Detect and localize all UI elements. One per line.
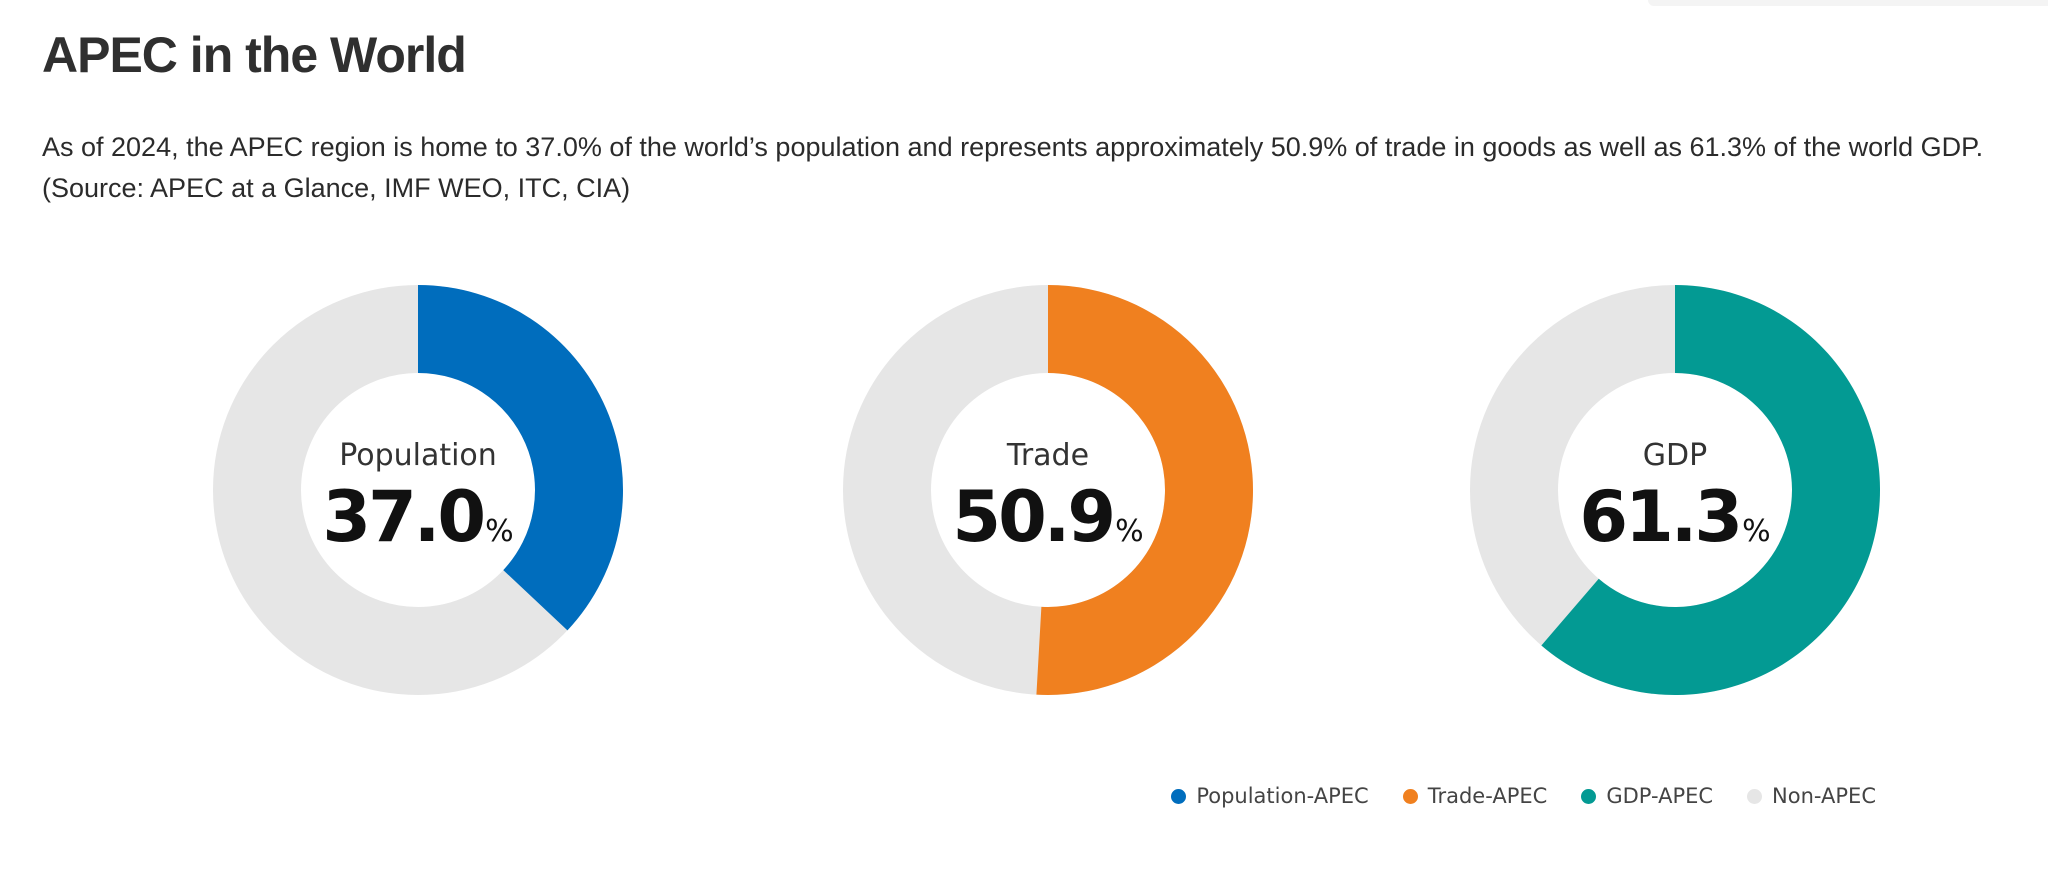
intro-line-2: (Source: APEC at a Glance, IMF WEO, ITC,… xyxy=(42,173,631,203)
legend-label-population-apec: Population-APEC xyxy=(1196,784,1369,808)
donut-population-label: Population xyxy=(339,438,497,473)
donut-population-value: 37.0% xyxy=(208,476,628,558)
donut-trade-value: 50.9% xyxy=(838,476,1258,558)
donut-trade-value-unit: % xyxy=(1115,514,1144,549)
donut-population-svg xyxy=(213,285,623,695)
legend-item-population-apec: Population-APEC xyxy=(1171,784,1369,808)
donut-gdp-svg xyxy=(1470,285,1880,695)
donut-population-value-number: 37.0 xyxy=(322,476,486,558)
donut-trade-svg xyxy=(843,285,1253,695)
legend-swatch-gdp-apec xyxy=(1581,788,1597,804)
intro-line-1: As of 2024, the APEC region is home to 3… xyxy=(42,132,1984,162)
donut-trade-label: Trade xyxy=(1006,438,1090,473)
donut-gdp-value-number: 61.3 xyxy=(1579,476,1743,558)
donut-gdp-label: GDP xyxy=(1642,438,1708,473)
donut-population: Population 37.0% xyxy=(208,280,628,700)
page-title: APEC in the World xyxy=(42,27,467,83)
chart-legend: Population-APEC Trade-APEC GDP-APEC Non-… xyxy=(1171,784,1876,808)
header-bar-edge xyxy=(1648,0,2048,6)
donut-gdp-value-unit: % xyxy=(1742,514,1771,549)
donut-population-value-unit: % xyxy=(485,514,514,549)
legend-swatch-population-apec xyxy=(1171,788,1187,804)
legend-label-gdp-apec: GDP-APEC xyxy=(1606,784,1714,808)
donut-trade-apec-slice xyxy=(1036,285,1253,695)
donut-population-apec-slice xyxy=(418,285,623,631)
legend-item-non-apec: Non-APEC xyxy=(1747,784,1876,808)
donut-trade-value-number: 50.9 xyxy=(952,476,1116,558)
legend-label-non-apec: Non-APEC xyxy=(1772,784,1876,808)
donut-gdp-value: 61.3% xyxy=(1465,476,1885,558)
legend-item-trade-apec: Trade-APEC xyxy=(1402,784,1548,808)
legend-swatch-non-apec xyxy=(1747,788,1763,804)
donut-trade: Trade 50.9% xyxy=(838,280,1258,700)
donut-gdp-apec-slice xyxy=(1541,285,1880,695)
legend-swatch-trade-apec xyxy=(1402,788,1418,804)
donut-charts: Population 37.0% Trade 50.9% GDP 61.3% xyxy=(0,280,2048,720)
legend-item-gdp-apec: GDP-APEC xyxy=(1581,784,1713,808)
legend-label-trade-apec: Trade-APEC xyxy=(1427,784,1548,808)
donut-gdp: GDP 61.3% xyxy=(1465,280,1885,700)
intro-text: As of 2024, the APEC region is home to 3… xyxy=(42,127,2032,209)
